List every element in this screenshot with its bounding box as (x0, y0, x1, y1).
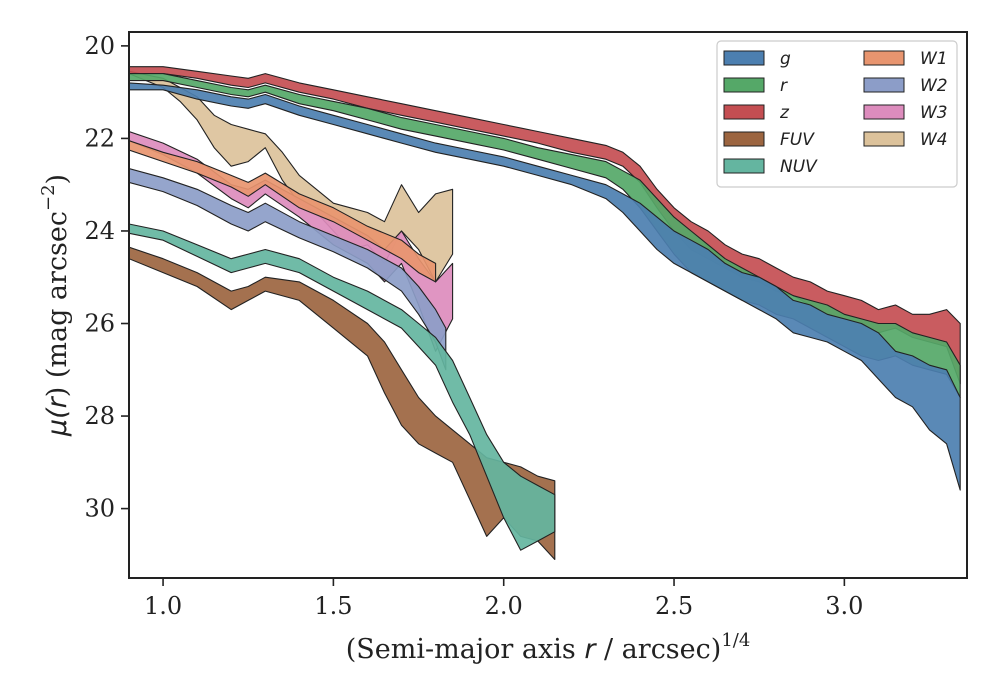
legend-swatch-w1 (863, 50, 905, 66)
legend: grz FUV NUV W1 W2 W3 W4 (716, 40, 958, 188)
x-tick-label: 2.5 (655, 592, 693, 620)
legend-label-g: g (780, 49, 791, 69)
legend-swatch-w3 (863, 104, 905, 120)
legend-label-w2: W2 (920, 76, 948, 96)
x-tick-label: 2.0 (485, 592, 523, 620)
legend-swatch-w2 (863, 77, 905, 93)
y-tick-label: 20 (84, 32, 115, 60)
band-g (129, 82, 961, 491)
legend-swatch-fuv (723, 131, 765, 147)
y-axis-label: μ(r) (mag arcsec−2) (38, 174, 73, 437)
legend-label-nuv: NUV (780, 157, 818, 177)
y-tick-label: 28 (84, 402, 115, 430)
legend-swatch-z (723, 104, 765, 120)
y-tick-label: 22 (84, 124, 115, 152)
x-tick-label: 1.5 (314, 592, 352, 620)
y-axis-ticks: 20 22 24 26 28 30 (84, 32, 129, 523)
legend-label-r: r (780, 76, 788, 96)
legend-label-fuv: FUV (780, 130, 815, 150)
profile-bands (129, 66, 961, 561)
plot-frame (128, 31, 968, 579)
legend-label-z: z (779, 103, 790, 123)
band-nuv (129, 223, 556, 551)
legend-swatch-g (723, 50, 765, 66)
x-axis-label: (Semi-major axis r / arcsec)1/4 (346, 630, 751, 665)
y-tick-label: 30 (84, 495, 115, 523)
legend-swatch-r (723, 77, 765, 93)
x-axis-ticks: 1.0 1.5 2.0 2.5 3.0 (144, 578, 863, 620)
legend-swatch-w4 (863, 131, 905, 147)
legend-label-w3: W3 (920, 103, 948, 123)
band-w1 (129, 140, 437, 283)
y-tick-label: 24 (84, 217, 115, 245)
legend-items: grz FUV NUV W1 W2 W3 W4 (723, 49, 948, 177)
y-tick-label: 26 (84, 310, 115, 338)
x-tick-label: 3.0 (825, 592, 863, 620)
legend-label-w1: W1 (920, 49, 948, 69)
legend-label-w4: W4 (920, 130, 948, 150)
legend-swatch-nuv (723, 158, 765, 174)
x-tick-label: 1.0 (144, 592, 182, 620)
band-fuv (129, 246, 556, 561)
